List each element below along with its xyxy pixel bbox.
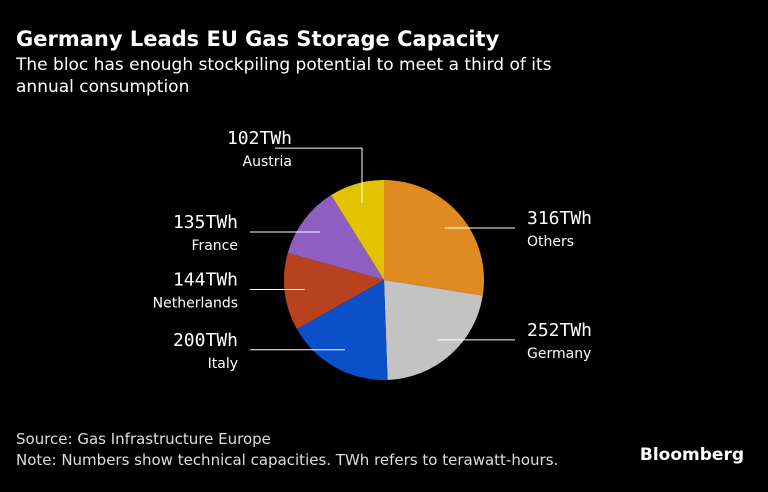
pie-slice	[331, 179, 384, 280]
pie-slice	[384, 280, 483, 380]
note: Note: Numbers show technical capacities.…	[16, 451, 558, 469]
source: Source: Gas Infrastructure Europe	[16, 430, 271, 448]
chart-subtitle: The bloc has enough stockpiling potentia…	[15, 55, 552, 75]
category-label: Netherlands	[153, 295, 238, 311]
category-label: Others	[527, 234, 574, 250]
value-label: 316TWh	[527, 208, 592, 229]
chart-title: Germany Leads EU Gas Storage Capacity	[16, 27, 500, 51]
pie-slice	[384, 180, 484, 296]
value-label: 252TWh	[527, 320, 592, 341]
category-label: Italy	[208, 356, 238, 372]
brand: Bloomberg	[640, 445, 744, 465]
category-label: France	[191, 238, 238, 254]
value-label: 144TWh	[173, 269, 238, 290]
category-label: Germany	[527, 346, 591, 362]
chart-subtitle: annual consumption	[16, 77, 189, 97]
pie-slice	[296, 280, 388, 380]
pie-slice	[284, 252, 384, 330]
leader-line	[275, 147, 363, 204]
value-label: 200TWh	[173, 330, 238, 351]
value-label: 135TWh	[173, 212, 238, 233]
category-label: Austria	[243, 154, 292, 170]
value-label: 102TWh	[227, 128, 292, 149]
pie-slice	[287, 195, 384, 280]
